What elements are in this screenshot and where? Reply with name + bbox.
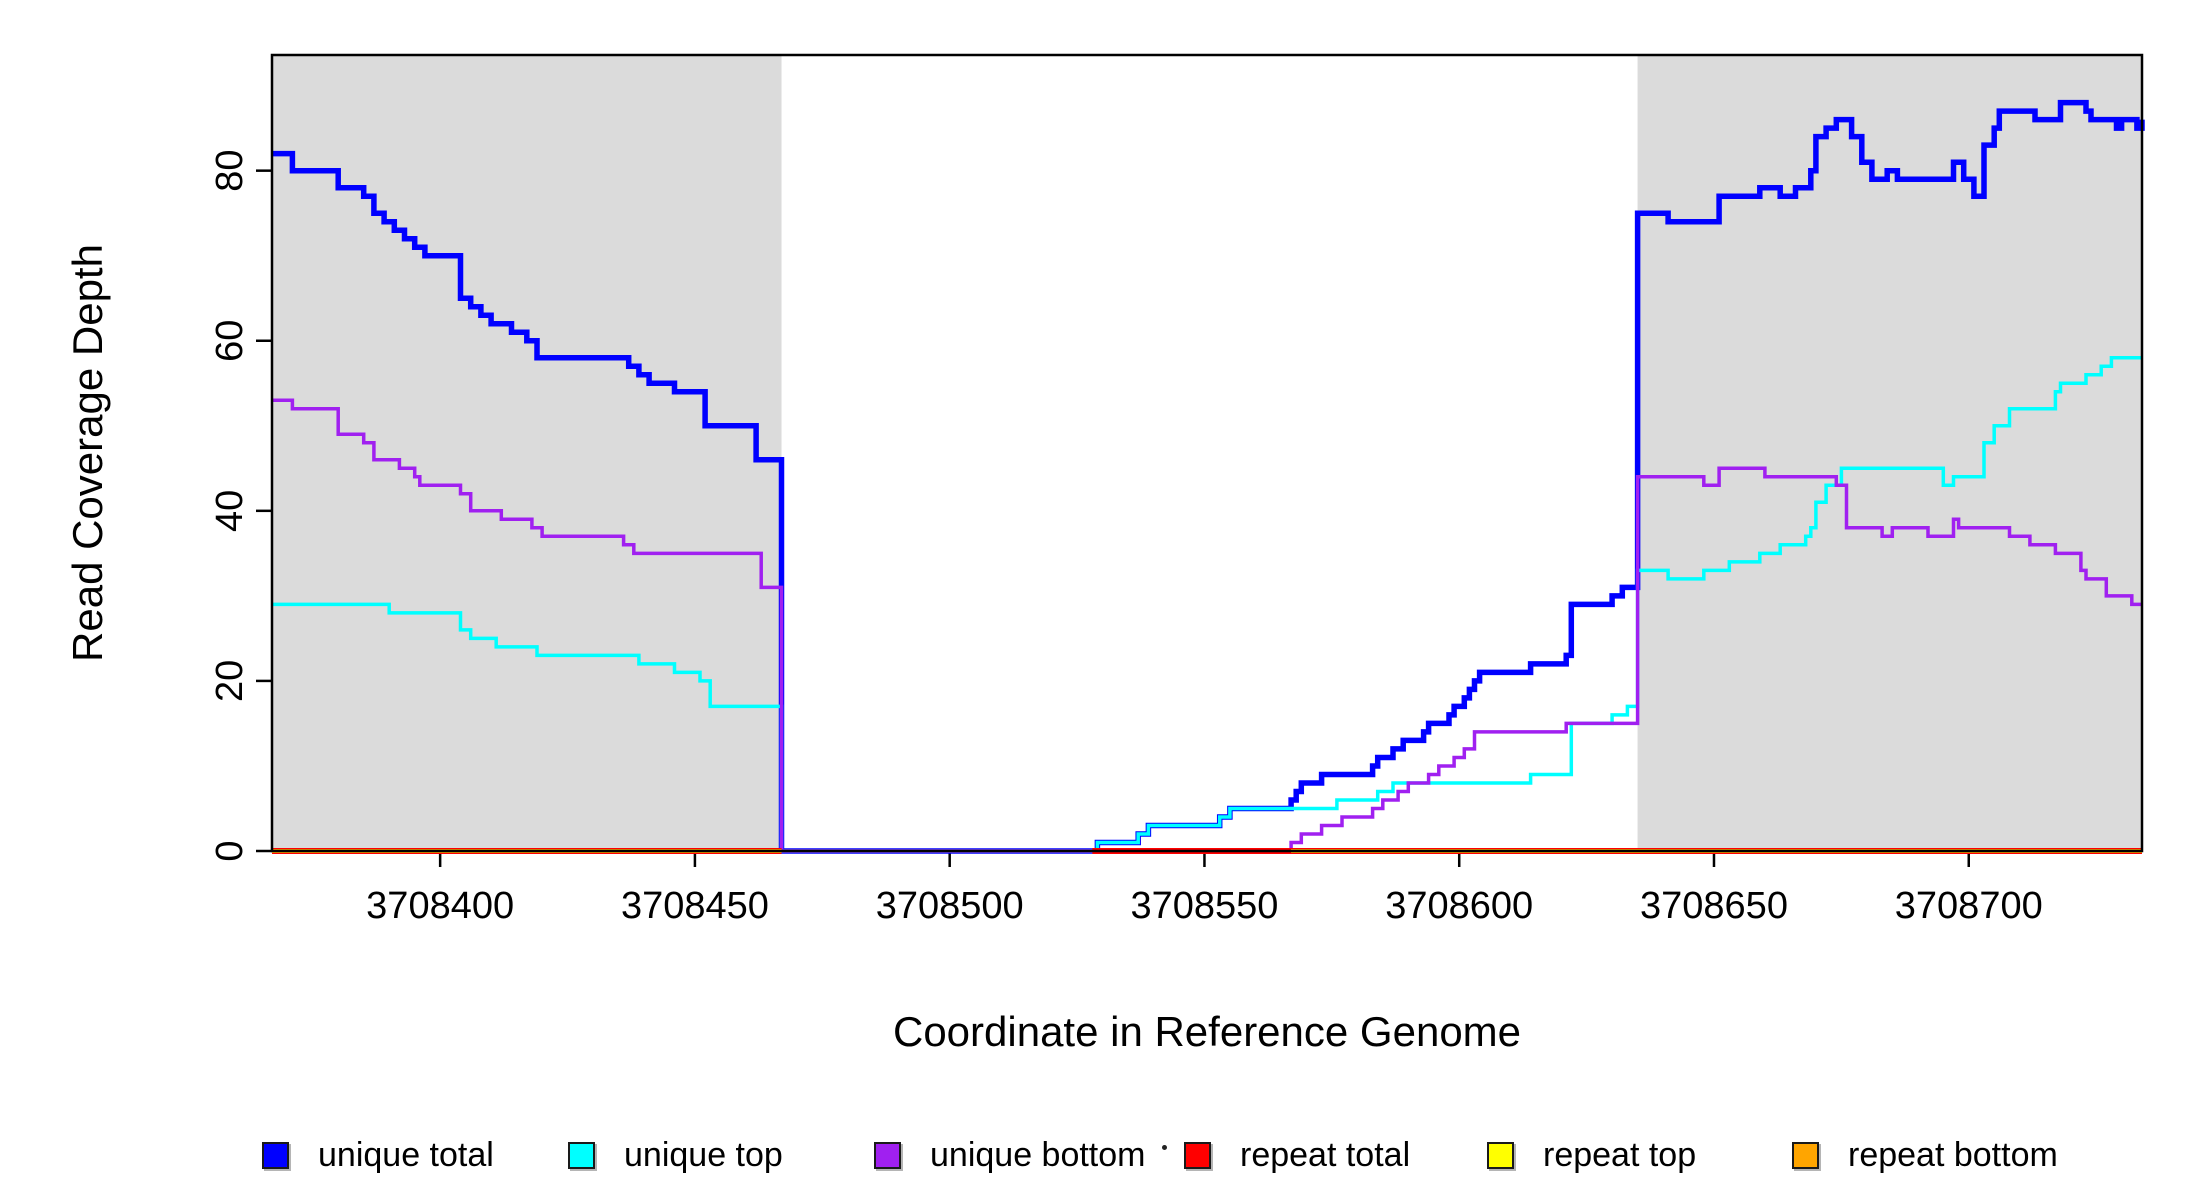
unique-top-swatch-icon xyxy=(568,1141,595,1169)
x-tick-label: 3708450 xyxy=(621,885,769,927)
x-tick-label: 3708650 xyxy=(1640,885,1788,927)
repeat-bottom-swatch-icon xyxy=(1792,1141,1819,1169)
legend-label: unique bottom xyxy=(930,1135,1146,1174)
x-tick-label: 3708400 xyxy=(366,885,514,927)
repeat-total-swatch-icon xyxy=(1184,1141,1211,1169)
x-axis-title: Coordinate in Reference Genome xyxy=(892,1008,1522,1055)
x-tick-label: 3708500 xyxy=(876,885,1024,927)
legend-item-unique-total: unique total xyxy=(262,1128,494,1182)
y-tick-label: 0 xyxy=(209,840,251,861)
unique-bottom-swatch-icon xyxy=(874,1141,901,1169)
legend-label: repeat bottom xyxy=(1848,1135,2058,1174)
x-tick-label: 3708600 xyxy=(1385,885,1533,927)
legend-label: repeat top xyxy=(1543,1135,1697,1174)
shaded-region-1 xyxy=(272,55,782,851)
legend-item-unique-top: unique top xyxy=(568,1128,783,1182)
legend-item-repeat-top: repeat top xyxy=(1487,1128,1696,1182)
x-tick-label: 3708550 xyxy=(1130,885,1278,927)
legend-label: unique total xyxy=(318,1135,494,1174)
legend-item-unique-bottom: unique bottom xyxy=(874,1128,1146,1182)
series-line-unique-top xyxy=(272,356,2142,853)
shaded-region-2 xyxy=(1637,55,2142,851)
unique-total-swatch-icon xyxy=(262,1141,289,1169)
legend-label: repeat total xyxy=(1240,1135,1411,1174)
legend-item-repeat-total: repeat total xyxy=(1184,1128,1410,1182)
series-line-unique-total xyxy=(272,99,2145,854)
legend-item-repeat-bottom: repeat bottom xyxy=(1792,1128,2058,1182)
stray-dot-artifact xyxy=(1162,1145,1167,1150)
y-tick-label: 60 xyxy=(209,320,251,362)
y-axis-title: Read Coverage Depth xyxy=(64,244,111,662)
legend-label: unique top xyxy=(624,1135,783,1174)
y-tick-label: 80 xyxy=(209,150,251,192)
series-line-unique-bottom xyxy=(272,398,2142,853)
x-tick-label: 3708700 xyxy=(1895,885,2043,927)
y-tick-label: 40 xyxy=(209,490,251,532)
repeat-top-swatch-icon xyxy=(1487,1141,1514,1169)
y-tick-label: 20 xyxy=(209,660,251,702)
legend: unique total unique top unique bottom re… xyxy=(0,1128,2200,1188)
plot-border xyxy=(270,53,2144,853)
